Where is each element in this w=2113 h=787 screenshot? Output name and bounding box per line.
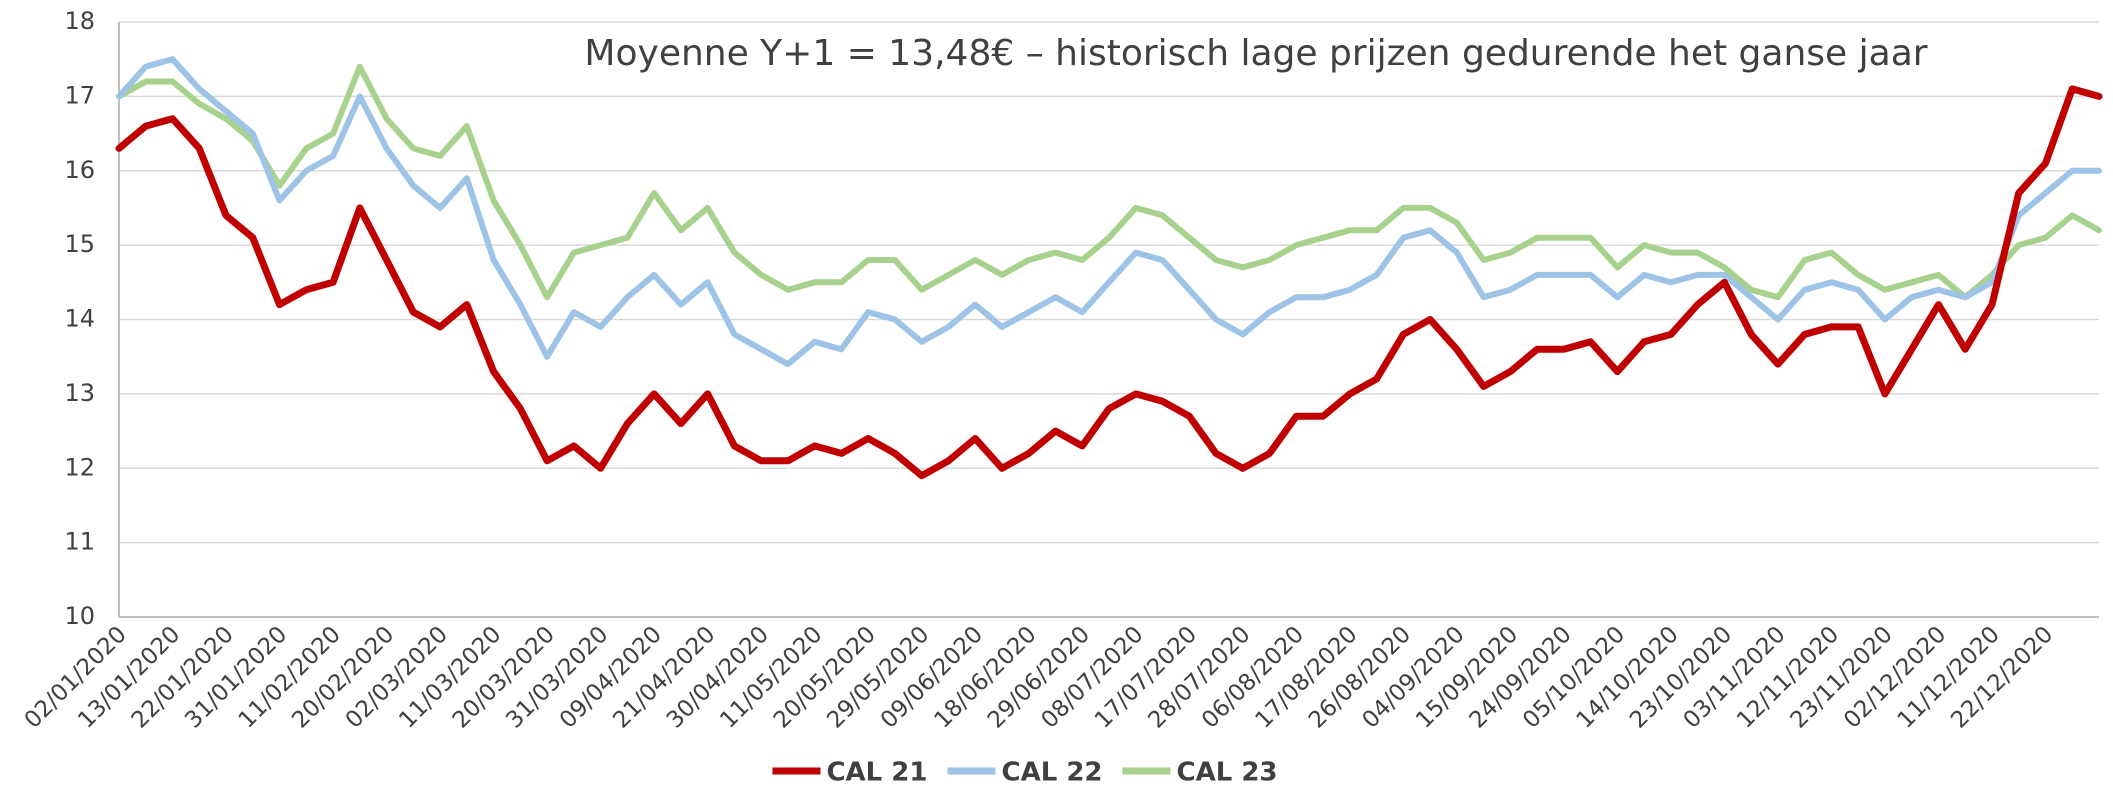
- chart-title: Moyenne Y+1 = 13,48€ – historisch lage p…: [584, 33, 1927, 74]
- y-tick-label: 12: [64, 453, 95, 481]
- y-tick-label: 11: [64, 528, 95, 556]
- y-tick-label: 10: [64, 602, 95, 630]
- legend: CAL 21 CAL 22 CAL 23: [772, 758, 1278, 787]
- y-tick-label: 14: [64, 305, 95, 333]
- legend-label: CAL 23: [1177, 758, 1278, 787]
- series-line: [116, 63, 2102, 301]
- series-line: [115, 85, 2103, 480]
- y-tick-label: 15: [64, 230, 95, 258]
- legend-label: CAL 21: [826, 758, 927, 787]
- y-tick-label: 16: [64, 156, 95, 184]
- y-tick-label: 18: [64, 7, 95, 35]
- y-tick-label: 17: [64, 81, 95, 109]
- series-line: [116, 56, 2102, 368]
- y-tick-label: 13: [64, 379, 95, 407]
- legend-label: CAL 22: [1001, 758, 1102, 787]
